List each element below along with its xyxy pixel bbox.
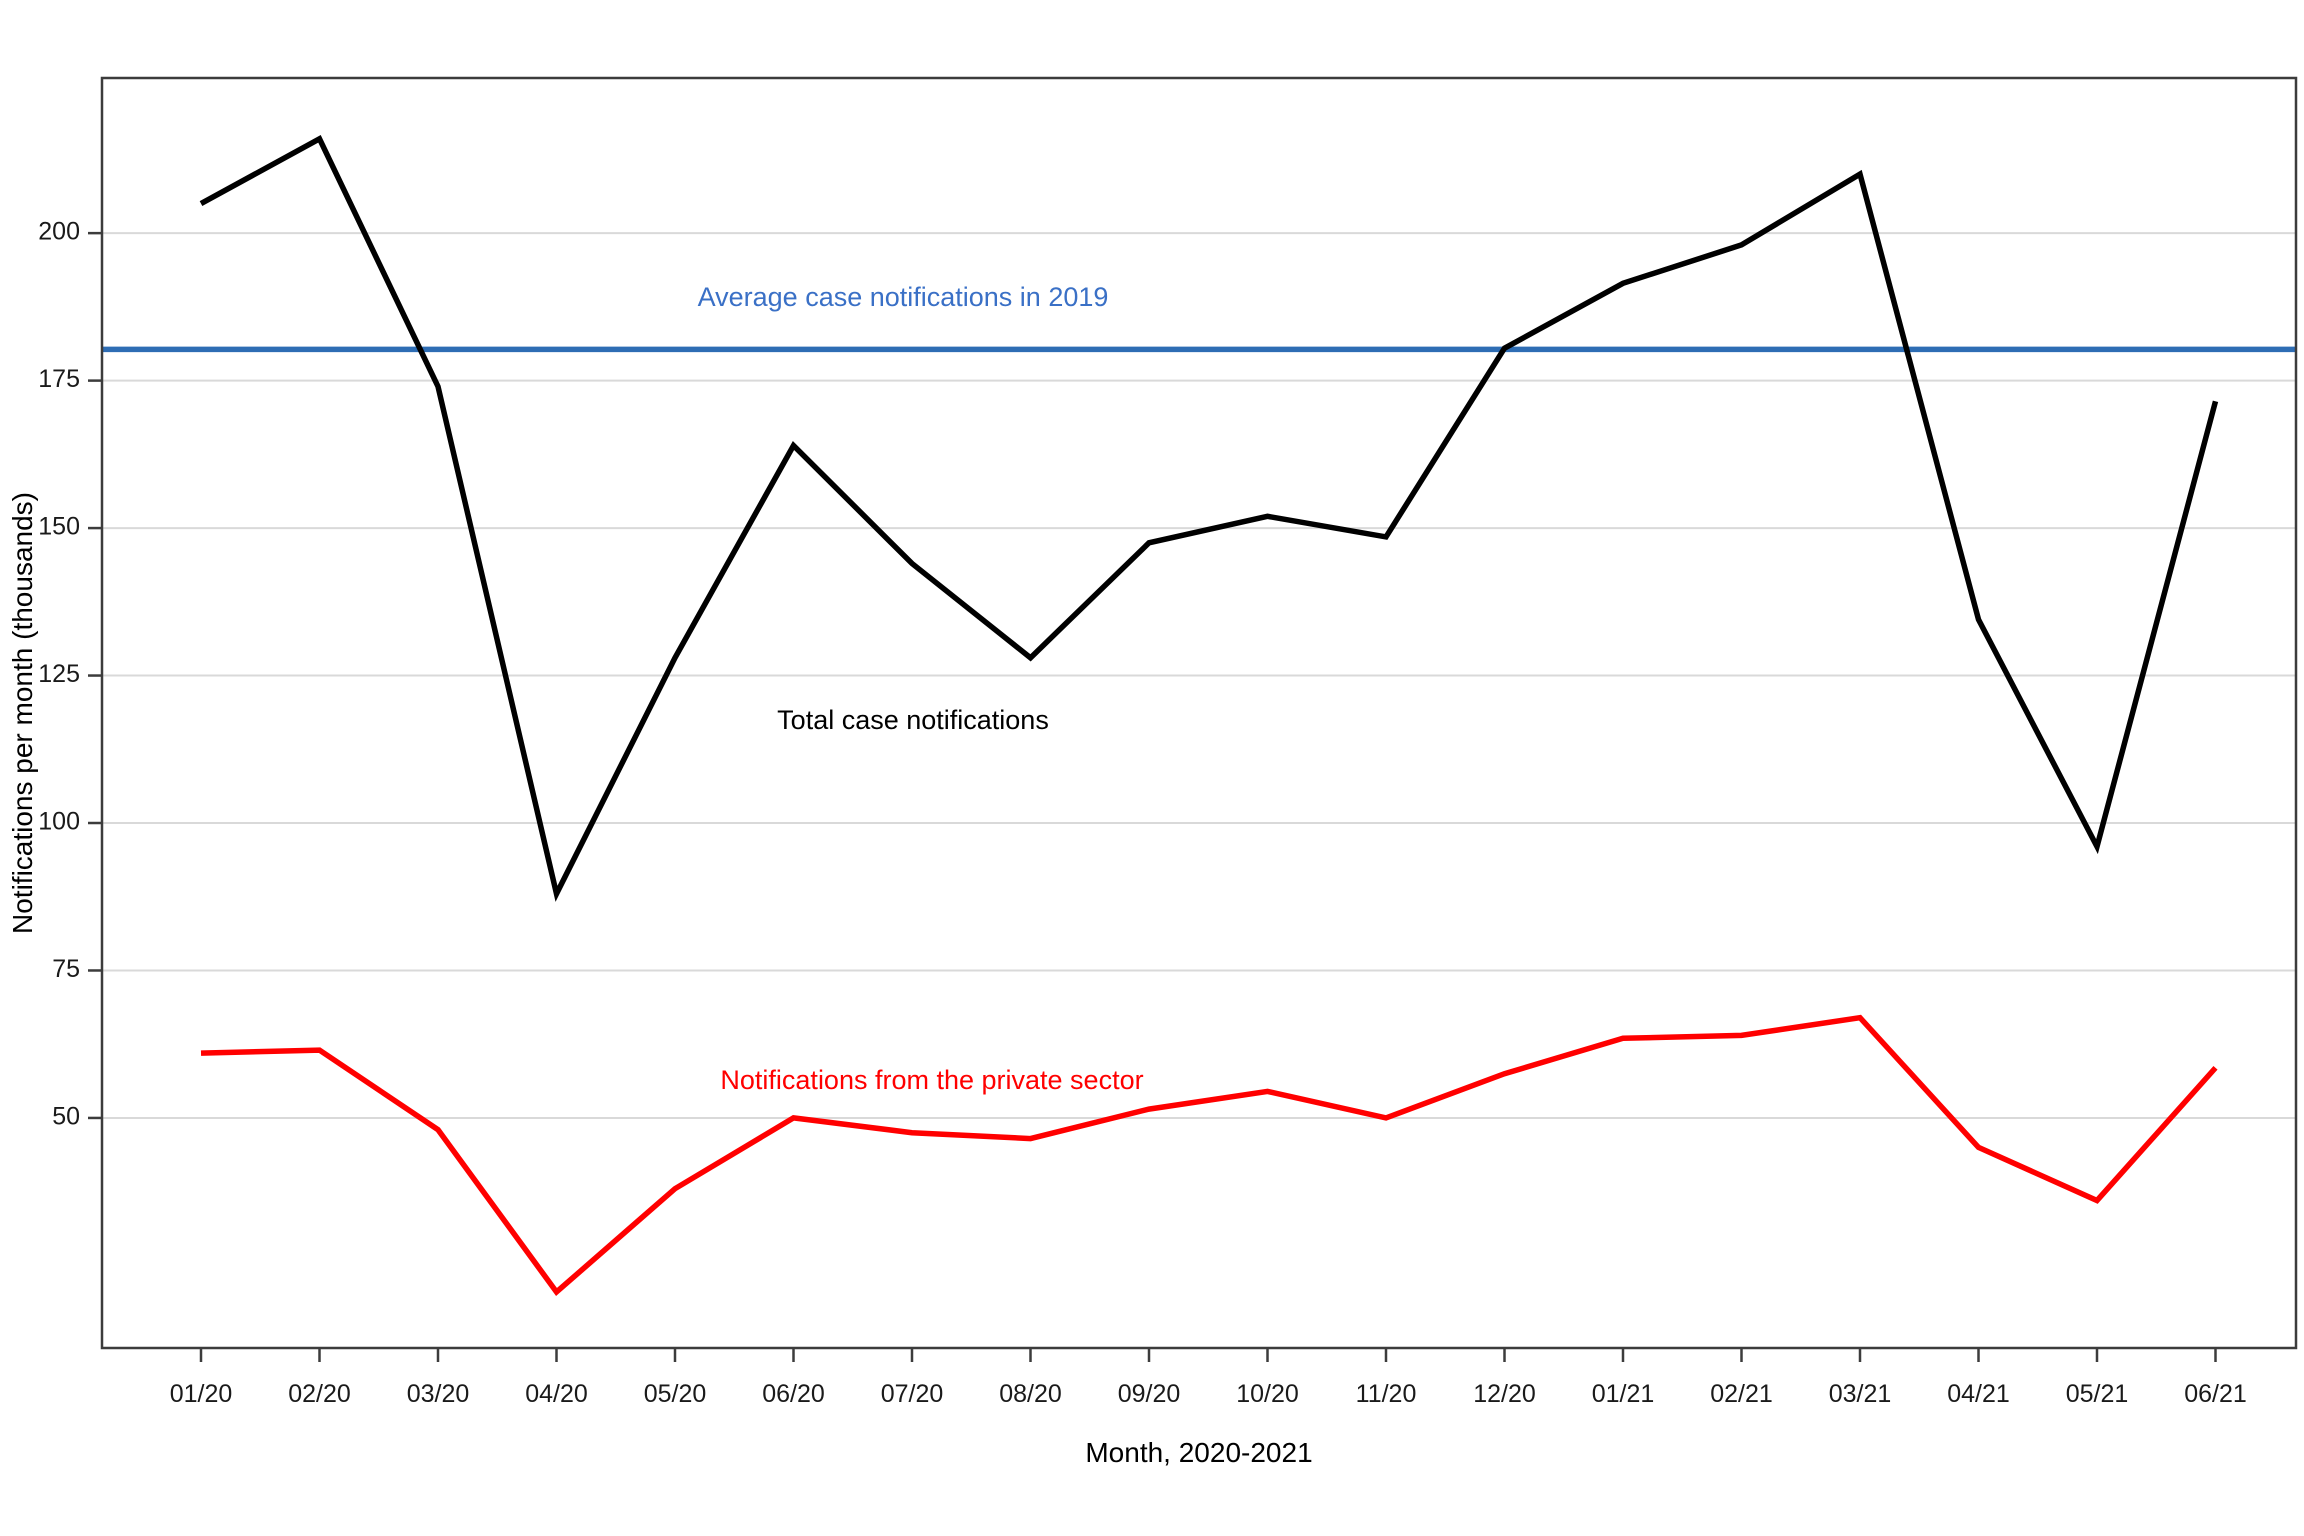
series-group <box>199 134 2219 1297</box>
annotations-group: Average case notifications in 2019 Total … <box>698 282 1144 1095</box>
plot-border <box>100 76 2298 1350</box>
x-tick-label-05/21: 05/21 <box>2066 1380 2129 1408</box>
annotation-label-1: Total case notifications <box>777 705 1049 735</box>
x-tick-label-04/20: 04/20 <box>525 1380 588 1408</box>
x-tick-label-04/21: 04/21 <box>1947 1380 2010 1408</box>
y-tick-label-125: 125 <box>38 660 80 688</box>
x-tick-label-02/21: 02/21 <box>1710 1380 1773 1408</box>
x-tick-label-01/21: 01/21 <box>1592 1380 1655 1408</box>
x-tick-label-01/20: 01/20 <box>170 1380 233 1408</box>
y-tick-label-200: 200 <box>38 218 80 246</box>
x-tick-label-11/20: 11/20 <box>1356 1380 1417 1408</box>
x-tick-label-07/20: 07/20 <box>881 1380 944 1408</box>
x-tick-label-08/20: 08/20 <box>999 1380 1062 1408</box>
y-tick-label-100: 100 <box>38 808 80 836</box>
x-tick-label-09/20: 09/20 <box>1118 1380 1181 1408</box>
x-tick-label-03/21: 03/21 <box>1829 1380 1892 1408</box>
x-tick-label-06/20: 06/20 <box>762 1380 825 1408</box>
x-axis-title: Month, 2020-2021 <box>1085 1437 1312 1468</box>
x-tick-label-06/21: 06/21 <box>2184 1380 2247 1408</box>
y-tick-label-150: 150 <box>38 513 80 541</box>
x-tick-label-02/20: 02/20 <box>288 1380 351 1408</box>
tick-labels-group: 50 75 100 125 150 175 200 01/20 02/20 03/20 04/20 0… <box>38 218 2247 1408</box>
y-tick-label-75: 75 <box>52 955 80 983</box>
total-notifications-line <box>199 134 2219 902</box>
y-tick-label-175: 175 <box>38 365 80 393</box>
x-tick-label-05/20: 05/20 <box>644 1380 707 1408</box>
y-axis-title: Notifications per month (thousands) <box>7 492 38 934</box>
gridlines-group <box>102 232 2296 1119</box>
x-tick-label-10/20: 10/20 <box>1236 1380 1299 1408</box>
annotation-label-0: Average case notifications in 2019 <box>698 282 1109 312</box>
y-tick-label-50: 50 <box>52 1103 80 1131</box>
annotation-label-2: Notifications from the private sector <box>720 1065 1143 1095</box>
x-tick-label-03/20: 03/20 <box>407 1380 470 1408</box>
axis-titles-group: Month, 2020-2021 Notifications per month … <box>7 492 1313 1468</box>
private-sector-line <box>200 1014 2218 1297</box>
axes-group <box>88 76 2298 1362</box>
x-tick-label-12/20: 12/20 <box>1473 1380 1536 1408</box>
